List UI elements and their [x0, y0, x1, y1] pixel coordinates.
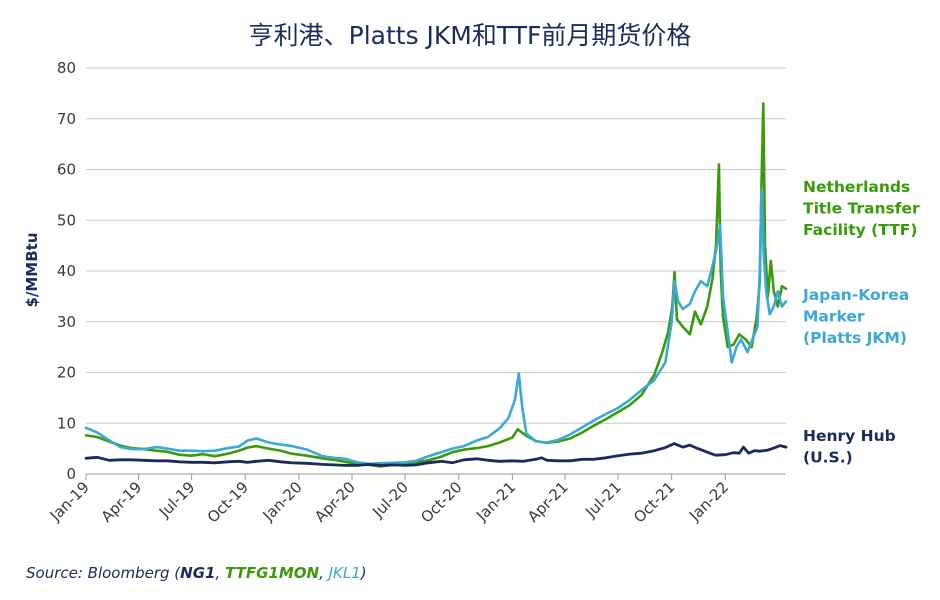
legend-label-line: Marker: [803, 308, 865, 326]
y-tick-label: 30: [57, 313, 76, 331]
source-code-ttf: TTFG1MON: [225, 564, 319, 582]
series-lines: [84, 102, 788, 468]
x-tick-label: Jul-20: [368, 478, 412, 522]
legend-label-line: Facility (TTF): [803, 221, 917, 239]
y-tick-label: 60: [57, 161, 76, 179]
legend: Netherlands Title Transfer Facility (TTF) J…: [802, 178, 920, 467]
x-tick-label: Jul-21: [581, 478, 625, 522]
source-sep-2: ,: [319, 564, 329, 582]
y-axis-label: $/MMBtu: [23, 232, 41, 307]
x-tick-label: Jul-19: [155, 478, 199, 522]
source-sep-1: ,: [215, 564, 225, 582]
source-prefix: Source: Bloomberg (: [26, 564, 181, 582]
source-note: Source: Bloomberg (NG1, TTFG1MON, JKL1): [26, 564, 367, 582]
legend-label-line: Title Transfer: [803, 200, 920, 218]
legend-label-line: Japan-Korea: [802, 286, 909, 304]
x-tick-label: Oct-21: [630, 478, 678, 526]
y-tick-label: 70: [57, 110, 76, 128]
source-code-hh: NG1: [180, 564, 215, 582]
series-line-jkm: [84, 188, 788, 466]
y-axis-ticks: 0 10 20 30 40 50 60 70 80: [57, 59, 76, 483]
legend-label-jkm: Japan-Korea Marker (Platts JKM): [802, 286, 909, 347]
x-tick-label: Oct-19: [204, 478, 252, 526]
x-tick-label: Apr-21: [524, 478, 572, 526]
source-suffix: ): [360, 564, 367, 582]
x-tick-label: Jan-22: [685, 478, 732, 525]
x-axis-ticks: Jan-19 Apr-19 Jul-19 Oct-19 Jan-20 Apr-20 Jul-…: [46, 474, 732, 526]
y-tick-label: 50: [57, 211, 76, 229]
y-tick-label: 10: [57, 414, 76, 432]
legend-label-line: (Platts JKM): [803, 329, 907, 347]
source-code-jkm: JKL1: [326, 564, 361, 582]
legend-label-henry-hub: Henry Hub (U.S.): [803, 427, 896, 467]
series-line-ttf: [84, 102, 788, 468]
legend-label-line: Henry Hub: [803, 427, 896, 445]
legend-label-line: Netherlands: [803, 178, 910, 196]
chart-title: 亨利港、Platts JKM和TTF前月期货价格: [249, 21, 692, 50]
legend-label-ttf: Netherlands Title Transfer Facility (TTF): [803, 178, 920, 239]
x-tick-label: Jan-21: [472, 478, 519, 525]
gridlines: [86, 67, 786, 475]
y-tick-label: 40: [57, 262, 76, 280]
x-tick-label: Apr-19: [98, 478, 146, 526]
y-tick-label: 0: [66, 465, 76, 483]
series-line-henry-hub: [84, 442, 788, 467]
x-tick-label: Oct-20: [417, 478, 465, 526]
y-tick-label: 20: [57, 364, 76, 382]
y-tick-label: 80: [57, 59, 76, 77]
x-tick-label: Jan-19: [46, 478, 93, 525]
legend-label-line: (U.S.): [803, 449, 853, 467]
x-tick-label: Jan-20: [259, 478, 306, 525]
x-tick-label: Apr-20: [311, 478, 359, 526]
